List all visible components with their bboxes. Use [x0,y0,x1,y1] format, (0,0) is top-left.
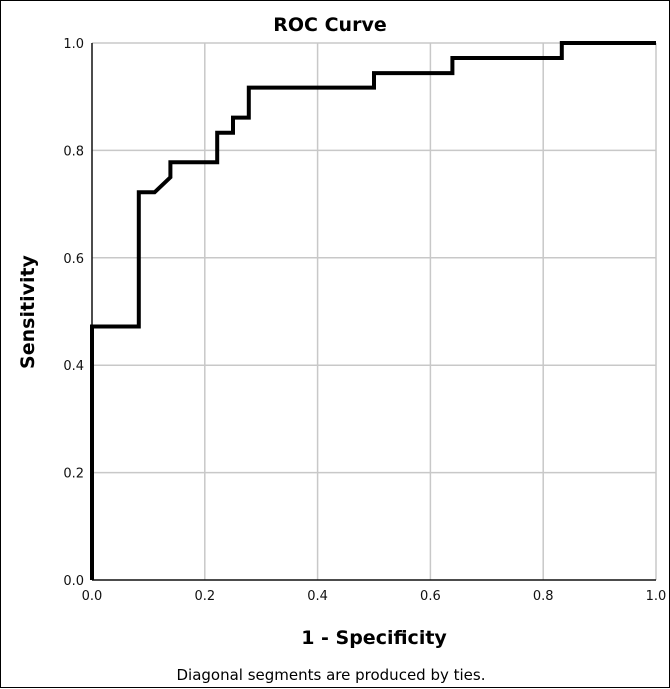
chart-title: ROC Curve [273,14,386,36]
x-tick-label: 0.6 [420,589,441,604]
y-tick-label: 0.2 [63,467,84,482]
tick-labels: 0.0 0.2 0.4 0.6 0.8 1.0 0.0 0.2 0.4 0.6 0.8 1.0 [63,37,666,604]
x-tick-label: 0.4 [307,589,328,604]
x-tick-label: 0.0 [82,589,103,604]
roc-curve-line [90,41,656,580]
axes [91,43,656,581]
grid-lines [92,42,657,580]
x-tick-label: 0.8 [533,589,554,604]
x-tick-label: 0.2 [194,589,215,604]
y-tick-label: 0.6 [63,252,84,267]
y-tick-label: 0.8 [63,144,84,159]
x-tick-label: 1.0 [646,589,667,604]
y-axis-title: Sensitivity [17,254,39,368]
y-tick-label: 0.0 [63,574,84,589]
x-axis-title: 1 - Specificity [301,627,447,649]
y-tick-label: 0.4 [63,359,84,374]
y-tick-label: 1.0 [63,37,84,52]
footnote: Diagonal segments are produced by ties. [176,666,485,684]
